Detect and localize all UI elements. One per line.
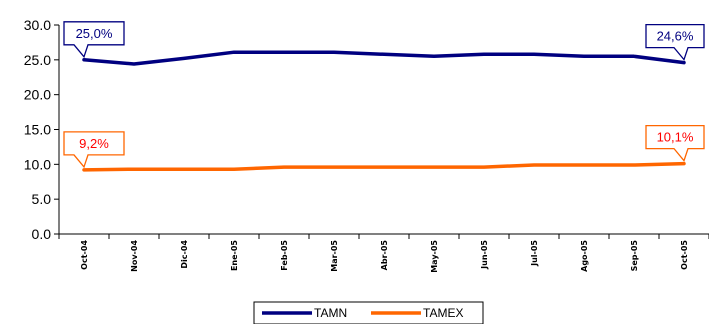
x-tick-label: Abr-05	[380, 240, 389, 271]
y-tick-label: 25.0	[24, 52, 51, 68]
x-tick-label: Jun-05	[480, 240, 489, 270]
callout-box	[63, 21, 125, 59]
legend-label-tamex: TAMEX	[423, 306, 463, 320]
y-tick-label: 30.0	[24, 17, 51, 33]
x-tick-label: Oct-05	[680, 240, 689, 270]
callout-box	[645, 124, 705, 162]
callout-label: 24,6%	[657, 29, 694, 44]
x-tick-label: Nov-04	[130, 240, 139, 272]
y-tick-label: 10.0	[24, 156, 51, 172]
callout-box	[63, 131, 125, 169]
x-tick-label: Oct-04	[80, 240, 89, 270]
x-tick-label: Jul-05	[530, 240, 539, 267]
legend-label-tamn: TAMN	[314, 306, 347, 320]
callout-label: 10,1%	[657, 130, 694, 145]
y-tick-label: 20.0	[24, 87, 51, 103]
x-tick-label: Ene-05	[230, 240, 239, 271]
x-tick-label: May-05	[430, 240, 439, 273]
x-tick-label: Ago-05	[580, 240, 589, 272]
chart-annotations: 25,0% 24,6% 9,2% 10,1%	[63, 21, 705, 169]
chart-series	[82, 50, 686, 172]
series-line-tamn	[82, 50, 686, 66]
x-tick-label: Feb-05	[280, 240, 289, 271]
x-tick-label: Dic-04	[180, 240, 189, 269]
callout-label: 25,0%	[76, 26, 113, 41]
series-line-tamex	[82, 161, 686, 172]
legend-box	[253, 301, 484, 324]
y-tick-label: 15.0	[24, 122, 51, 138]
callout-box	[645, 23, 705, 61]
chart-legend: TAMN TAMEX	[253, 301, 484, 324]
x-tick-label: Sep-05	[630, 240, 639, 272]
chart-axes: 0.0 5.0 10.0 15.0 20.0 25.0 30.0 Oct-04 Nov-04 Di…	[24, 17, 709, 273]
y-tick-label: 5.0	[32, 191, 52, 207]
x-tick-label: Mar-05	[330, 240, 339, 272]
y-tick-label: 0.0	[32, 226, 52, 242]
callout-label: 9,2%	[79, 136, 109, 151]
